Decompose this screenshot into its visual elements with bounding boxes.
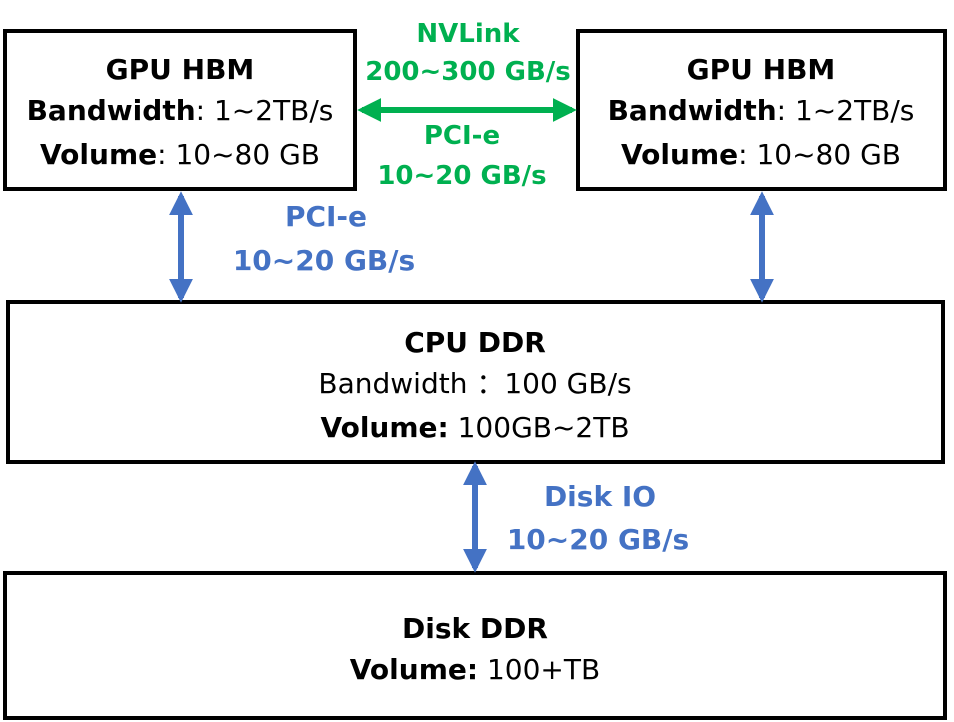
label: Bandwidth	[608, 94, 777, 127]
node-line: Bandwidth: 1~2TB/s	[27, 94, 334, 127]
edge-rate: 200~300 GB/s	[365, 57, 571, 87]
edge-rate: 10~20 GB/s	[507, 523, 689, 556]
node-line: Volume: 100+TB	[350, 653, 600, 686]
edge-name: Disk IO	[544, 480, 656, 513]
label: Volume:	[350, 653, 478, 686]
label: Volume:	[320, 411, 448, 444]
label: Bandwidth	[27, 94, 196, 127]
node-line: Volume: 100GB~2TB	[320, 411, 629, 444]
label: Volume	[40, 138, 157, 171]
label: Volume	[621, 138, 738, 171]
edge-name: PCI-e	[285, 200, 367, 233]
node-title: CPU DDR	[404, 326, 546, 359]
value: : 1~2TB/s	[196, 94, 334, 127]
value: 100+TB	[478, 653, 600, 686]
node-line: Volume: 10~80 GB	[40, 138, 320, 171]
value: : 1~2TB/s	[777, 94, 915, 127]
edge-name: NVLink	[416, 19, 520, 49]
node-line: Bandwidth: 1~2TB/s	[608, 94, 915, 127]
node-title: GPU HBM	[106, 53, 255, 86]
gpu-box	[3, 29, 357, 191]
node-line: Bandwidth ：100 GB/s	[318, 367, 631, 400]
edge-name: PCI-e	[424, 121, 500, 151]
node-title: Disk DDR	[402, 612, 548, 645]
disk-box	[3, 571, 947, 720]
value: : 10~80 GB	[738, 138, 901, 171]
value: 100GB~2TB	[449, 411, 630, 444]
node-title: GPU HBM	[687, 53, 836, 86]
edge-rate: 10~20 GB/s	[233, 244, 415, 277]
cpu-box	[6, 300, 945, 464]
edge-rate: 10~20 GB/s	[377, 161, 546, 191]
gpu-box	[576, 29, 947, 191]
value: : 10~80 GB	[157, 138, 320, 171]
node-line: Volume: 10~80 GB	[621, 138, 901, 171]
value: Bandwidth ：100 GB/s	[318, 367, 631, 400]
